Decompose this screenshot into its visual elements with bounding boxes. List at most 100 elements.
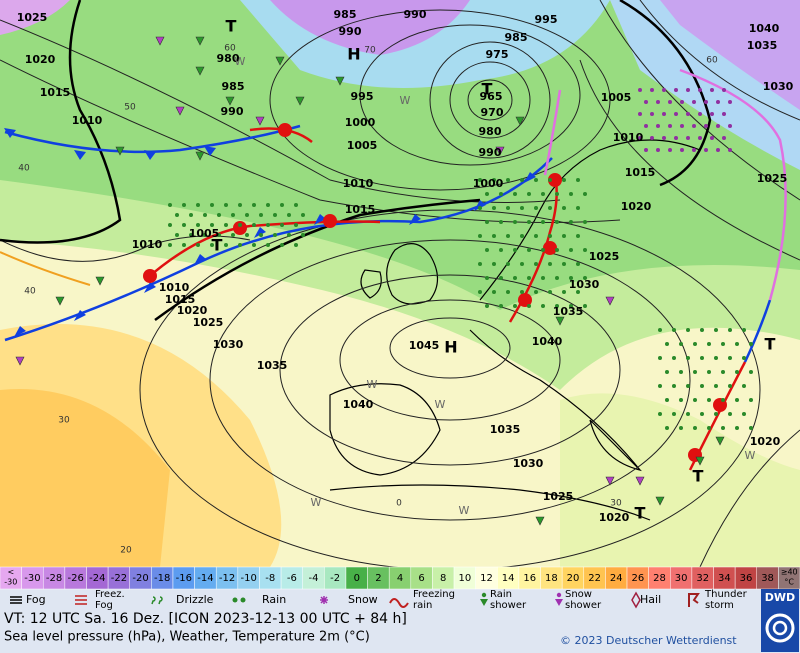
shower-symbol	[275, 56, 285, 66]
rain-symbol	[196, 223, 200, 227]
rain-symbol	[259, 213, 263, 217]
rain-symbol	[728, 124, 732, 128]
scale-label: ≥40	[781, 568, 798, 577]
scale-label: 38	[761, 573, 774, 584]
scale-label: -8	[265, 573, 275, 584]
front-triangle	[254, 227, 266, 238]
rain-symbol	[238, 203, 242, 207]
pressure-label: 1045	[409, 339, 440, 352]
front-triangle	[144, 282, 156, 293]
rain-symbol	[728, 412, 732, 416]
logo-symbol	[772, 620, 788, 636]
front-semicircle	[143, 269, 157, 283]
shower-symbol	[715, 436, 725, 446]
rain-symbol	[548, 290, 552, 294]
weather-mark: W	[459, 504, 470, 517]
scale-label: 12	[480, 573, 493, 584]
rain-symbol	[210, 223, 214, 227]
scale-label: 36	[740, 573, 753, 584]
rain-symbol	[665, 342, 669, 346]
rain-symbol	[520, 234, 524, 238]
pressure-label: 1005	[601, 91, 632, 104]
rain-symbol	[534, 290, 538, 294]
rain-symbol	[662, 112, 666, 116]
valid-time: VT: 12 UTC Sa. 16 Dez. [ICON 2023-12-13 …	[4, 611, 407, 627]
shower-symbol	[195, 36, 205, 46]
legend-label: storm	[705, 600, 734, 611]
pressure-label: 1015	[40, 86, 71, 99]
rain-symbol	[513, 276, 517, 280]
rain-symbol	[534, 206, 538, 210]
legend-icon-part	[555, 599, 563, 606]
scale-label: 16	[523, 573, 536, 584]
rain-symbol	[728, 384, 732, 388]
rain-symbol	[644, 100, 648, 104]
rain-symbol	[478, 234, 482, 238]
rain-symbol	[485, 248, 489, 252]
pressure-label: 1025	[589, 250, 620, 263]
shower-symbol	[55, 296, 65, 306]
rain-symbol	[499, 220, 503, 224]
graticule-label: 20	[120, 546, 132, 556]
rain-symbol	[686, 384, 690, 388]
legend-icon	[320, 596, 328, 604]
legend-icon-part	[688, 593, 700, 607]
copyright: © 2023 Deutscher Wetterdienst	[560, 634, 737, 647]
graticule-label: 30	[610, 499, 622, 509]
rain-symbol	[576, 234, 580, 238]
graticule-label: 40	[18, 164, 30, 174]
rain-symbol	[576, 178, 580, 182]
map-description: Sea level pressure (hPa), Weather, Tempe…	[4, 630, 370, 645]
shower-symbol	[155, 36, 165, 46]
scale-label: 28	[653, 573, 666, 584]
shower-symbol	[655, 496, 665, 506]
rain-symbol	[662, 136, 666, 140]
scale-label: 34	[718, 573, 731, 584]
rain-symbol	[644, 148, 648, 152]
isobar	[279, 274, 621, 466]
legend-icon-part	[480, 599, 488, 606]
pressure-label: 1010	[72, 114, 103, 127]
legend-icon-part	[481, 592, 487, 598]
pressure-label: 985	[505, 31, 528, 44]
rain-symbol	[562, 290, 566, 294]
rain-symbol	[513, 220, 517, 224]
rain-symbol	[707, 370, 711, 374]
front-semicircle	[548, 173, 562, 187]
rain-symbol	[294, 223, 298, 227]
front-triangle	[74, 310, 86, 321]
rain-symbol	[238, 223, 242, 227]
rain-symbol	[672, 412, 676, 416]
rain-symbol	[569, 192, 573, 196]
weather-mark: W	[367, 378, 378, 391]
rain-symbol	[492, 290, 496, 294]
rain-symbol	[692, 148, 696, 152]
rain-symbol	[562, 206, 566, 210]
rain-symbol	[231, 233, 235, 237]
rain-symbol	[668, 124, 672, 128]
rain-symbol	[662, 88, 666, 92]
rain-symbol	[266, 223, 270, 227]
rain-symbol	[182, 203, 186, 207]
rain-symbol	[252, 243, 256, 247]
rain-symbol	[541, 248, 545, 252]
pressure-label: 990	[339, 25, 362, 38]
rain-symbol	[485, 192, 489, 196]
rain-symbol	[548, 178, 552, 182]
rain-symbol	[576, 262, 580, 266]
rain-symbol	[541, 276, 545, 280]
rain-symbol	[231, 213, 235, 217]
rain-symbol	[665, 398, 669, 402]
shower-symbol	[255, 116, 265, 126]
rain-symbol	[520, 178, 524, 182]
front-semicircle	[278, 123, 292, 137]
rain-symbol	[189, 233, 193, 237]
coastline	[329, 383, 441, 476]
isobar	[269, 9, 611, 191]
rain-symbol	[700, 356, 704, 360]
pressure-center: T	[482, 80, 493, 99]
pressure-label: 1020	[599, 511, 630, 524]
isobar	[389, 317, 511, 379]
rain-symbol	[722, 112, 726, 116]
